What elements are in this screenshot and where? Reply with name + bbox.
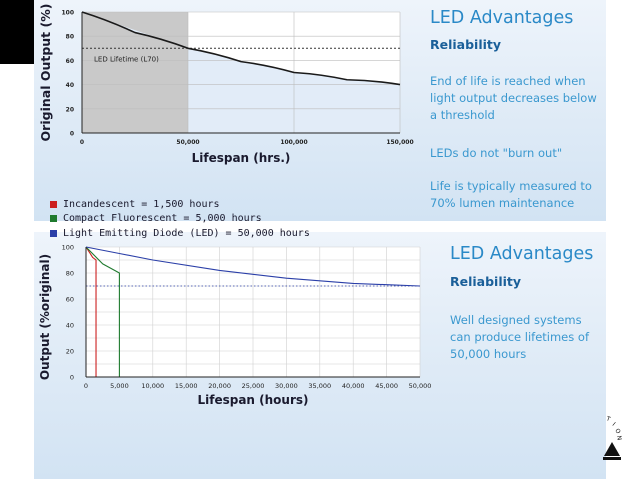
legend-item-led: Light Emitting Diode (LED) = 50,000 hour… <box>50 226 310 241</box>
slide1-subtitle: Reliability <box>430 37 502 52</box>
x-tick-label: 30,000 <box>275 382 298 390</box>
x-tick-label: 5,000 <box>110 382 129 390</box>
slide-corner-block <box>0 0 34 64</box>
lumen-output-curve <box>81 11 401 86</box>
x-tick-label: 0 <box>84 382 88 390</box>
incandescent-series-line <box>85 246 97 377</box>
legend-swatch-cfl <box>50 215 57 223</box>
x-tick-label: 10,000 <box>141 382 164 390</box>
svg-text:O: O <box>613 428 622 436</box>
gear-seal-icon: T I O N <box>603 415 623 460</box>
x-tick-label: 20,000 <box>208 382 231 390</box>
x-axis-label: Lifespan (hours) <box>197 393 308 407</box>
y-tick-label: 20 <box>66 106 74 113</box>
y-axis-label: Original Output (%) <box>38 4 53 142</box>
y-tick-label: 80 <box>66 34 74 41</box>
legend-swatch-incandescent <box>50 200 57 208</box>
slide1-paragraph-1: End of life is reached when light output… <box>430 74 597 122</box>
y-tick-label: 80 <box>66 270 74 278</box>
x-tick-label: 50,000 <box>176 139 199 146</box>
y-tick-label: 0 <box>70 374 74 382</box>
x-tick-label: 100,000 <box>280 139 307 146</box>
l70-region-label: LED Lifetime (L70) <box>94 55 159 63</box>
lifespan-comparison-chart: 0 20 40 60 80 100 0 5,000 10,000 15,000 20,000 25,0… <box>38 244 432 408</box>
lifetime-chart-l70: 0 20 40 60 80 100 0 50,000 100,000 150,000 Lifespa… <box>38 4 414 165</box>
cfl-series-line <box>85 246 120 377</box>
slide1-paragraph-2: LEDs do not "burn out" <box>430 146 563 160</box>
slide-panel-top: 0 20 40 60 80 100 0 50,000 100,000 150,000 Lifespa… <box>34 0 606 221</box>
y-tick-label: 60 <box>66 58 74 65</box>
x-tick-label: 35,000 <box>308 382 331 390</box>
x-tick-label: 25,000 <box>242 382 265 390</box>
curve-area-fill <box>82 12 400 133</box>
slide2-title: LED Advantages <box>450 244 594 264</box>
legend-label-led: Light Emitting Diode (LED) = 50,000 hour… <box>63 227 310 239</box>
x-tick-label: 50,000 <box>409 382 432 390</box>
y-tick-label: 40 <box>66 322 74 330</box>
x-tick-label: 150,000 <box>386 139 413 146</box>
y-tick-label: 100 <box>61 10 74 17</box>
x-tick-label: 0 <box>80 139 84 146</box>
y-tick-label: 100 <box>62 244 74 252</box>
legend-item-cfl: Compact Fluorescent = 5,000 hours <box>50 212 310 227</box>
legend-item-incandescent: Incandescent = 1,500 hours <box>50 197 310 212</box>
x-tick-label: 15,000 <box>175 382 198 390</box>
legend-label-cfl: Compact Fluorescent = 5,000 hours <box>63 213 262 225</box>
slide2-subtitle: Reliability <box>450 274 522 289</box>
led-series-line <box>85 246 421 287</box>
svg-text:N: N <box>615 435 623 441</box>
chart-legend: Incandescent = 1,500 hours Compact Fluor… <box>50 197 310 241</box>
svg-text:I: I <box>611 421 617 428</box>
slide2-paragraph-1: Well designed systems can produce lifeti… <box>450 313 589 361</box>
legend-label-incandescent: Incandescent = 1,500 hours <box>63 198 220 210</box>
y-tick-label: 60 <box>66 296 74 304</box>
y-tick-label: 40 <box>66 82 74 89</box>
svg-text:T: T <box>604 415 611 423</box>
slide1-title: LED Advantages <box>430 8 574 28</box>
slide1-paragraph-3: Life is typically measured to 70% lumen … <box>430 179 592 210</box>
x-axis-label: Lifespan (hrs.) <box>192 151 291 165</box>
y-tick-label: 20 <box>66 348 74 356</box>
slide-panel-bottom: 0 20 40 60 80 100 0 5,000 10,000 15,000 20,000 25,0… <box>34 232 606 479</box>
y-tick-label: 0 <box>70 131 74 138</box>
legend-swatch-led <box>50 229 57 237</box>
x-tick-label: 40,000 <box>342 382 365 390</box>
y-axis-label: Output (%original) <box>38 254 52 380</box>
x-tick-label: 45,000 <box>375 382 398 390</box>
